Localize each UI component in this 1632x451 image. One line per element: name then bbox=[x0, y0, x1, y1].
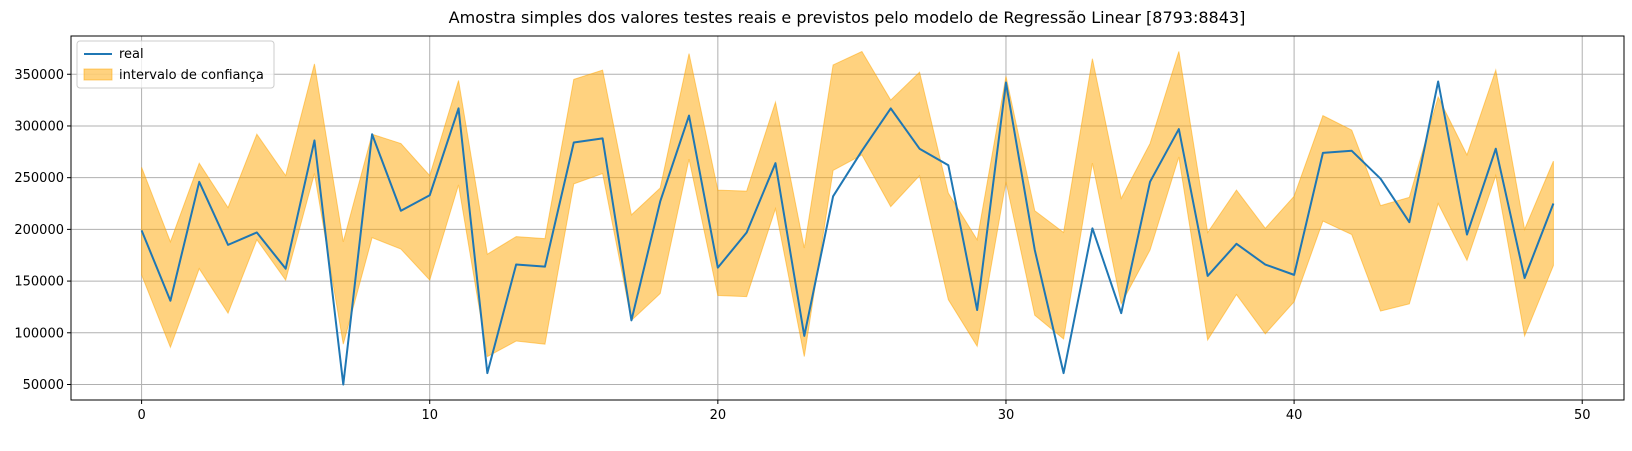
legend-band-swatch bbox=[83, 68, 113, 81]
legend-label-confidence-interval: intervalo de confiança bbox=[119, 68, 264, 83]
y-tick-label: 50000 bbox=[23, 378, 64, 393]
chart-title: Amostra simples dos valores testes reais… bbox=[449, 8, 1246, 27]
y-tick-label: 350000 bbox=[14, 68, 64, 83]
x-tick-label: 50 bbox=[1574, 408, 1591, 423]
x-tick-label: 0 bbox=[137, 408, 145, 423]
x-tick-label: 20 bbox=[710, 408, 727, 423]
confidence-band bbox=[141, 50, 1554, 358]
real-series-line bbox=[140, 80, 1555, 386]
y-tick-label: 250000 bbox=[14, 171, 64, 186]
confidence-band-layer bbox=[141, 50, 1554, 358]
legend-box bbox=[76, 40, 275, 89]
x-tick-label: 30 bbox=[998, 408, 1015, 423]
y-tick-label: 100000 bbox=[14, 326, 64, 341]
y-tick-label: 200000 bbox=[14, 223, 64, 238]
y-tick-label: 300000 bbox=[14, 119, 64, 134]
x-tick-label: 10 bbox=[421, 408, 438, 423]
x-tick-label: 40 bbox=[1286, 408, 1303, 423]
ticks: 0 10 20 30 40 50 50000 100000 150000 200000 250000… bbox=[14, 68, 1590, 423]
y-tick-label: 150000 bbox=[14, 275, 64, 290]
series-line-layer bbox=[140, 80, 1555, 386]
legend: real intervalo de confiança bbox=[76, 40, 275, 89]
plot-area-frame bbox=[70, 35, 1625, 401]
legend-label-real: real bbox=[119, 47, 144, 62]
